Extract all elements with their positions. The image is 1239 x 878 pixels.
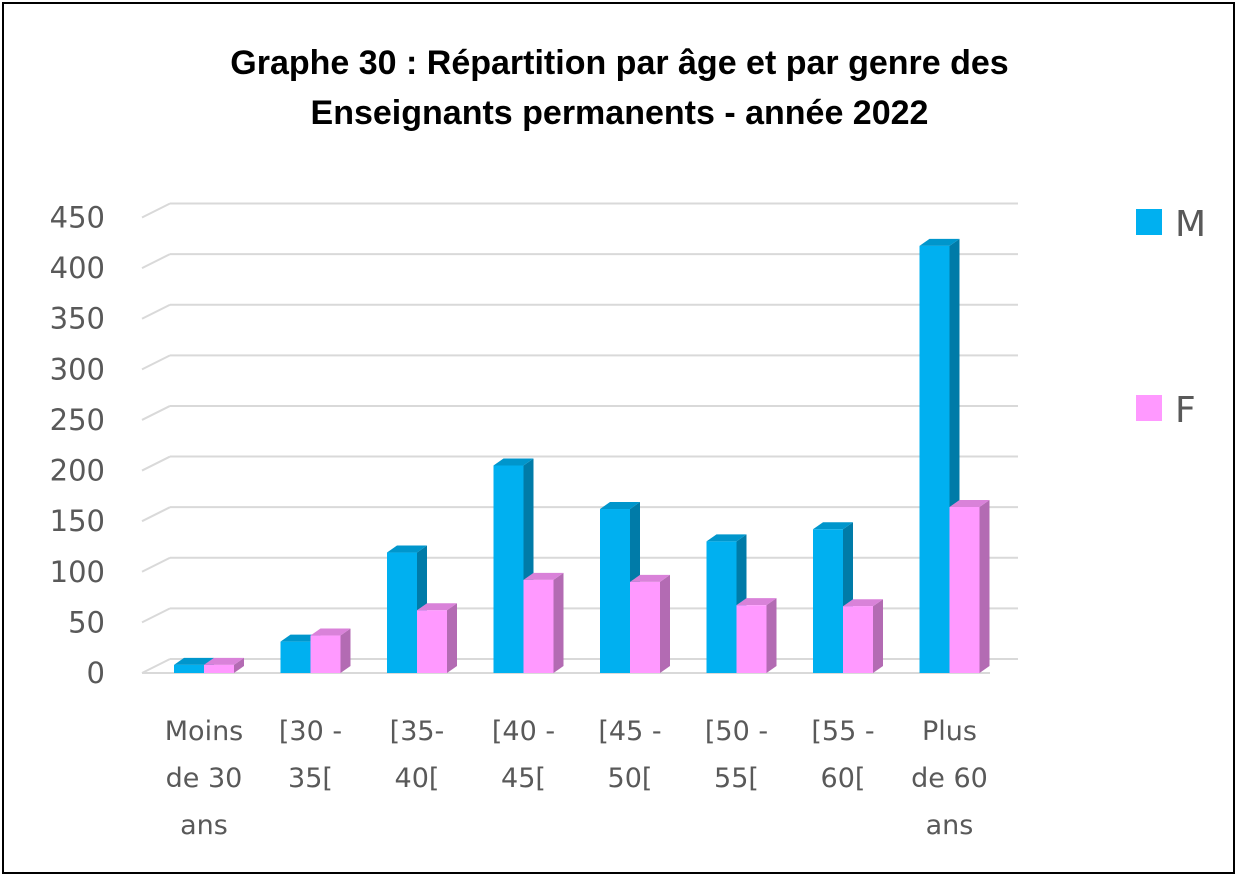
bars [174,238,990,673]
y-tick-label: 250 [50,403,105,437]
bar-front [843,606,873,673]
y-axis-ticks: 0 50 100 150 200 250 300 350 400 450 [50,201,105,690]
bar-F-4 [630,574,670,673]
bar-top [204,657,244,665]
bar-top [493,458,534,466]
bar-top [736,598,777,606]
bar-top [706,534,747,542]
x-category-label: Moins de 30 ans [165,716,244,841]
bar-side [234,657,244,673]
bar-top [600,502,640,510]
bar-front [204,664,234,673]
bar-front [919,245,950,673]
gridline-side [141,556,171,573]
y-tick-label: 400 [50,251,105,285]
bar-front [493,465,524,673]
bar-front [706,541,737,673]
bar-F-5 [736,598,777,673]
legend: MF [1136,204,1206,431]
bar-F-3 [523,572,564,673]
gridline-side [141,253,171,270]
x-category-label: [50 -55[ [705,716,768,794]
chart-title-line2: Enseignants permanents - année 2022 [310,94,929,132]
bar-top [630,574,670,582]
y-tick-label: 0 [87,656,105,690]
x-category-label: Plus de 60 ans [911,716,988,841]
bar-top [417,603,457,611]
x-category-label: [30 -35[ [279,716,342,794]
bar-side [766,598,777,673]
bar-front [813,529,843,673]
y-tick-label: 100 [50,555,105,589]
bar-front [310,635,341,673]
bar-side [873,599,883,673]
y-tick-label: 200 [50,454,105,488]
bar-F-2 [417,603,457,673]
bar-front [523,579,554,673]
bar-side [660,574,670,673]
gridline-side [141,354,171,371]
bar-side [340,628,351,673]
gridline-side [141,607,171,624]
bar-top [310,628,351,636]
legend-swatch-M [1136,209,1162,235]
y-tick-label: 50 [68,605,105,639]
chart-title-line1: Graphe 30 : Répartition par âge et par g… [230,44,1009,82]
bar-top [813,522,853,530]
x-axis-labels: Moins de 30 ans [30 -35[ [35-40[ [40 -45[ [45 … [165,716,988,841]
bar-top [387,545,427,553]
bar-top [919,238,960,246]
x-category-label: [35-40[ [390,716,445,794]
legend-label-M: M [1175,204,1206,245]
x-category-label: [55 -60[ [811,716,874,794]
bar-top [174,657,214,665]
chart-title: Graphe 30 : Répartition par âge et par g… [0,38,1239,138]
gridline-side [141,202,171,219]
bar-top [523,572,564,580]
x-category-label: [40 -45[ [492,716,555,794]
bar-front [630,581,660,673]
y-tick-label: 150 [50,504,105,538]
bar-F-1 [310,628,351,673]
gridline-side [141,303,171,320]
x-category-label: [45 -50[ [598,716,661,794]
gridline-side [141,506,171,523]
y-tick-label: 300 [50,352,105,386]
bar-top [843,599,883,607]
bar-side [979,499,990,673]
bar-front [949,506,980,673]
gridline-side [141,405,171,421]
bar-front [280,641,311,673]
bar-front [600,509,630,673]
y-tick-label: 450 [50,201,105,235]
bar-F-7 [949,499,990,673]
y-tick-label: 350 [50,302,105,336]
bar-front [736,605,767,673]
gridlines [141,202,1018,674]
bar-side [553,572,564,673]
bar-side [447,603,457,673]
bar-front [417,610,447,673]
gridline-side [141,658,171,674]
legend-swatch-F [1136,395,1162,421]
bar-front [387,552,417,673]
bar-F-6 [843,599,883,673]
gridline-side [141,455,171,472]
legend-label-F: F [1175,390,1196,431]
bar-top [949,499,990,507]
bar-front [174,664,204,673]
bar-F-0 [204,657,244,673]
